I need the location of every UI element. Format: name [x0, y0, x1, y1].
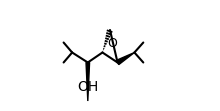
- Text: O: O: [107, 37, 117, 50]
- Polygon shape: [116, 53, 134, 65]
- Text: OH: OH: [78, 80, 99, 94]
- Polygon shape: [86, 62, 90, 101]
